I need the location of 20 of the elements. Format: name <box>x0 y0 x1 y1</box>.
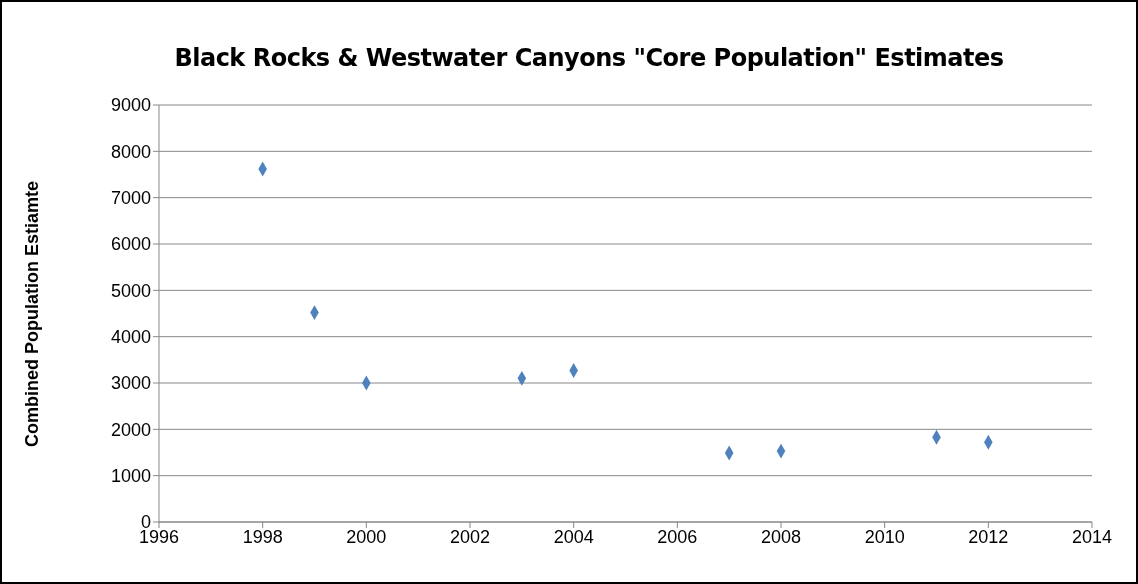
x-tick-label: 2010 <box>864 526 905 547</box>
x-tick-label: 2000 <box>346 526 387 547</box>
x-tick-label: 2004 <box>553 526 594 547</box>
y-tick-label: 3000 <box>110 373 151 394</box>
x-tick-label: 2002 <box>449 526 491 547</box>
y-tick-label: 9000 <box>110 95 151 116</box>
x-tick-label: 2006 <box>657 526 698 547</box>
y-tick-label: 4000 <box>110 327 151 348</box>
y-tick-label: 1000 <box>110 466 151 487</box>
y-tick-label: 2000 <box>110 419 151 440</box>
y-axis-title: Combined Population Estiamte <box>21 180 43 448</box>
chart-title: Black Rocks & Westwater Canyons "Core Population" Estimates <box>173 44 1005 72</box>
x-tick-label: 1998 <box>242 526 283 547</box>
y-tick-label: 7000 <box>110 188 151 209</box>
x-tick-label: 2012 <box>968 526 1009 547</box>
y-tick-label: 8000 <box>110 141 151 162</box>
x-tick-label: 2014 <box>1071 526 1113 547</box>
y-tick-label: 6000 <box>110 234 151 255</box>
x-tick-label: 2008 <box>760 526 802 547</box>
y-tick-label: 5000 <box>110 280 151 301</box>
